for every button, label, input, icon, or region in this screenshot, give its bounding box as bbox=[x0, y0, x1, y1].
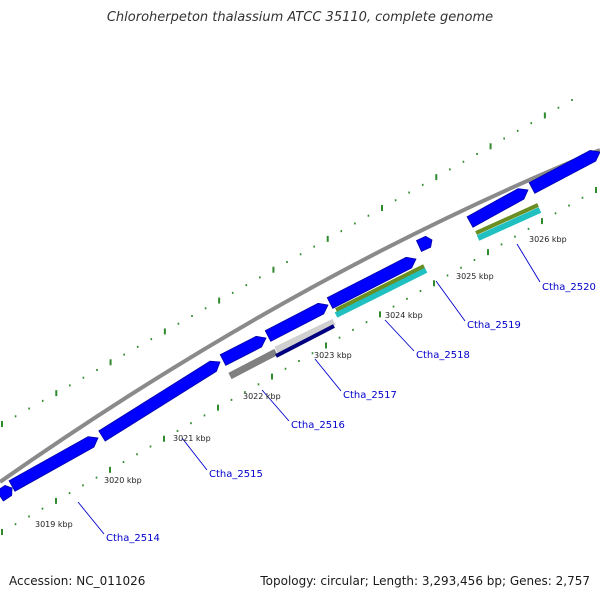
accession-text: Accession: NC_011026 bbox=[9, 574, 146, 588]
gene-label[interactable]: Ctha_2520 bbox=[542, 282, 596, 293]
gene-labels: Ctha_2514 Ctha_2515 Ctha_2516 Ctha_2517 Ctha… bbox=[106, 282, 596, 544]
gene-label[interactable]: Ctha_2519 bbox=[467, 320, 521, 331]
hit-bar bbox=[476, 207, 542, 241]
hit-bar bbox=[334, 267, 428, 318]
cds-feature bbox=[219, 335, 267, 366]
cds-feature bbox=[415, 235, 433, 252]
cds-feature bbox=[98, 360, 221, 442]
gene-label-connector bbox=[77, 501, 105, 535]
gene-label-connector bbox=[181, 437, 208, 471]
gene-label[interactable]: Ctha_2515 bbox=[209, 469, 263, 480]
genome-backbone bbox=[0, 148, 600, 484]
kbp-marker: 3026 kbp bbox=[529, 235, 567, 244]
gene-label[interactable]: Ctha_2518 bbox=[416, 350, 470, 361]
gene-label-connector bbox=[314, 358, 342, 392]
label-connectors bbox=[77, 243, 541, 535]
gene-label-connector bbox=[384, 319, 415, 352]
gene-label[interactable]: Ctha_2516 bbox=[291, 420, 345, 431]
kbp-marker: 3024 kbp bbox=[385, 311, 423, 320]
cds-feature bbox=[326, 256, 417, 309]
map-title: Chloroherpeton thalassium ATCC 35110, co… bbox=[106, 10, 494, 25]
gene-label[interactable]: Ctha_2514 bbox=[106, 533, 160, 544]
cds-feature bbox=[528, 150, 600, 194]
cds-features bbox=[0, 150, 600, 502]
kbp-marker: 3023 kbp bbox=[314, 351, 352, 360]
gene-label-connector bbox=[516, 243, 541, 283]
kbp-marker: 3022 kbp bbox=[243, 392, 281, 401]
cds-feature bbox=[8, 436, 99, 492]
kbp-marker: 3019 kbp bbox=[35, 520, 73, 529]
inner-tick-track bbox=[1, 187, 597, 535]
kbp-marker: 3021 kbp bbox=[173, 434, 211, 443]
outer-tick-track bbox=[1, 99, 573, 427]
topology-summary: Topology: circular; Length: 3,293,456 bp… bbox=[260, 574, 590, 588]
hit-bar bbox=[335, 264, 425, 312]
cds-feature bbox=[264, 302, 329, 342]
cds-feature bbox=[466, 188, 529, 228]
gene-label-connector bbox=[435, 280, 466, 322]
kbp-marker: 3020 kbp bbox=[104, 476, 142, 485]
cds-feature bbox=[0, 484, 13, 502]
kbp-markers: 3019 kbp 3020 kbp 3021 kbp 3022 kbp 3023 kbp… bbox=[35, 235, 567, 529]
hit-bar bbox=[275, 324, 335, 358]
hit-bar bbox=[274, 318, 336, 354]
gene-label[interactable]: Ctha_2517 bbox=[343, 390, 397, 401]
hit-features bbox=[228, 203, 542, 380]
hit-bar bbox=[475, 203, 539, 235]
kbp-marker: 3025 kbp bbox=[456, 272, 494, 281]
hit-bar bbox=[228, 348, 278, 380]
gene-label-connector bbox=[261, 389, 290, 422]
